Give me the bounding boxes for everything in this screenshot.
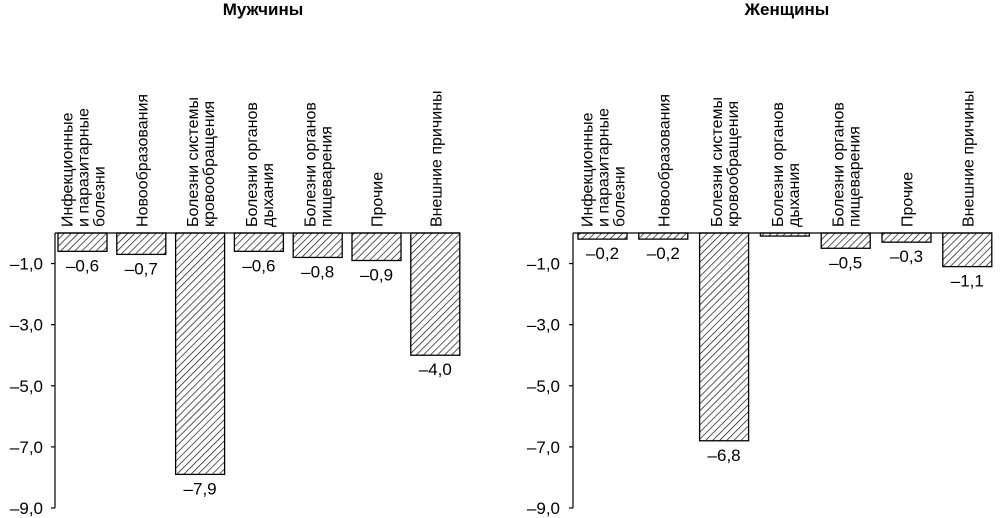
bar — [57, 232, 108, 252]
data-label: –0,7 — [125, 259, 158, 278]
category-label: Инфекционные — [580, 112, 597, 227]
category-label: Болезни системы — [185, 97, 202, 227]
data-label: –0,8 — [301, 262, 334, 281]
data-label: –7,9 — [184, 479, 217, 498]
y-tick-label: –3,0 — [527, 316, 560, 335]
category-label: и паразитарные — [596, 108, 613, 227]
plot-area-men: –1,0 –3,0 –5,0 –7,0 –9,0 –0,6 –0,7 –7,9 –0,6 –0,8… — [10, 91, 461, 518]
data-label: –0,9 — [360, 266, 393, 285]
y-tick-label: –9,0 — [527, 499, 560, 518]
category-label: Внешние причины — [960, 91, 977, 227]
category-label: Прочие — [900, 172, 917, 227]
bar — [174, 232, 226, 476]
chart-panel-women: Женщины –1,0 –3,0 –5,0 –7,0 –9,0 –0,2 –0,2 –6,8… — [527, 0, 993, 518]
bar — [881, 232, 932, 243]
category-label: Прочие — [370, 172, 387, 227]
data-label: –4,0 — [419, 360, 452, 379]
data-label: –6,8 — [708, 446, 741, 465]
bar — [698, 232, 750, 442]
category-label: Болезни органов — [831, 102, 848, 227]
bar — [577, 232, 628, 240]
y-tick-label: –1,0 — [527, 255, 560, 274]
chart-title-women: Женщины — [744, 0, 830, 19]
data-label: –0,2 — [586, 244, 619, 263]
y-tick-label: –1,0 — [10, 255, 43, 274]
bar — [233, 232, 285, 252]
category-label: дыхания — [786, 163, 803, 227]
y-tick-label: –7,0 — [10, 438, 43, 457]
category-label: Болезни органов — [303, 102, 320, 227]
category-label: Новообразования — [134, 94, 151, 227]
bar — [942, 232, 993, 268]
category-label: Новообразования — [656, 94, 673, 227]
bar — [292, 232, 343, 259]
category-label: болезни — [612, 166, 629, 227]
bar — [351, 232, 402, 262]
data-label: –0,5 — [829, 253, 862, 272]
y-tick-label: –5,0 — [10, 377, 43, 396]
data-label: –0,6 — [242, 256, 275, 275]
category-label: Инфекционные — [60, 112, 77, 227]
y-tick-label: –3,0 — [10, 316, 43, 335]
y-tick-label: –9,0 — [10, 499, 43, 518]
chart-panel-men: Мужчины –1,0 –3,0 –5,0 –7,0 –9,0 –0,6 –0,7 –7,9… — [10, 0, 461, 518]
category-label: Внешние причины — [428, 91, 445, 227]
chart-title-men: Мужчины — [223, 0, 304, 19]
y-tick-label: –5,0 — [527, 377, 560, 396]
bar — [638, 232, 689, 240]
data-label: –0,2 — [647, 244, 680, 263]
category-label: кровообращения — [201, 101, 218, 227]
plot-area-women: –1,0 –3,0 –5,0 –7,0 –9,0 –0,2 –0,2 –6,8 –0,5 –0,3… — [527, 91, 993, 518]
category-label: Болезни системы — [709, 97, 726, 227]
data-label: –0,3 — [890, 247, 923, 266]
bar — [410, 232, 461, 356]
data-label: –1,1 — [951, 272, 984, 291]
category-label: и паразитарные — [76, 108, 93, 227]
category-label: болезни — [92, 166, 109, 227]
bar — [116, 232, 167, 256]
category-label: пищеварения — [847, 126, 864, 227]
category-label: Болезни органов — [244, 102, 261, 227]
category-label: пищеварения — [319, 126, 336, 227]
y-tick-label: –7,0 — [527, 438, 560, 457]
data-label: –0,6 — [66, 256, 99, 275]
category-label: кровообращения — [725, 101, 742, 227]
category-label: Болезни органов — [770, 102, 787, 227]
category-label: дыхания — [260, 163, 277, 227]
bar — [820, 232, 871, 249]
